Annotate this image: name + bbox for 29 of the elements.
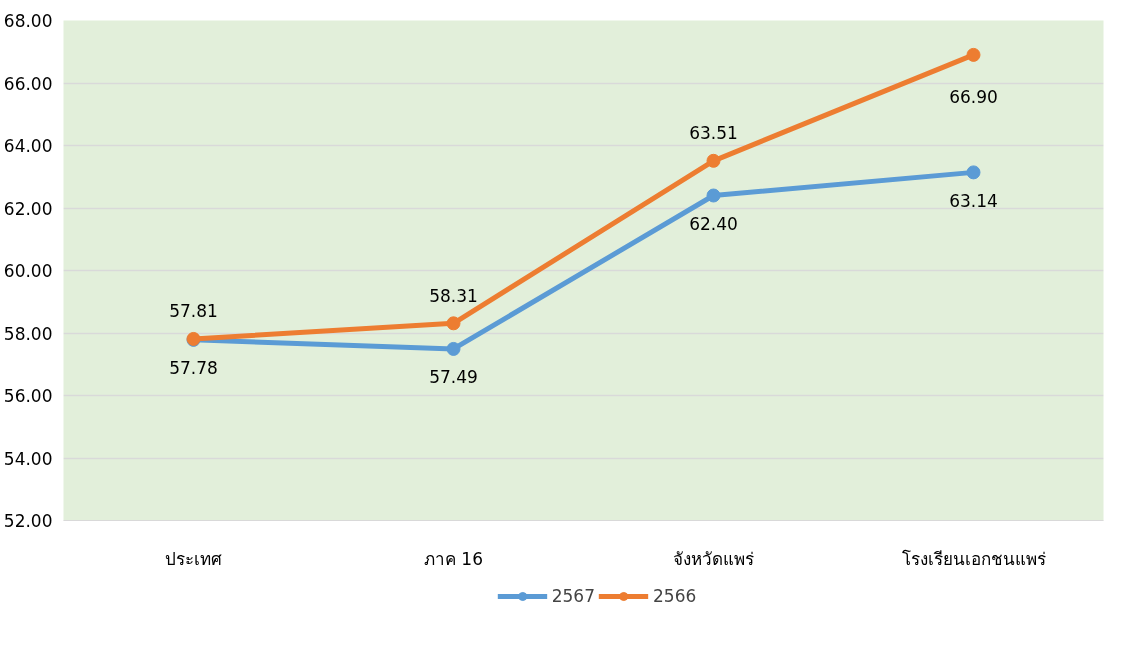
legend-label: 2566 bbox=[653, 586, 697, 606]
y-tick-label: 64.00 bbox=[3, 136, 53, 156]
point bbox=[966, 165, 981, 180]
data-label: 66.90 bbox=[949, 87, 998, 108]
x-tick-label: ภาค 16 bbox=[423, 548, 484, 569]
y-tick-label: 66.00 bbox=[3, 73, 53, 94]
data-label: 57.81 bbox=[169, 301, 218, 322]
data-label: 63.51 bbox=[689, 123, 738, 144]
y-tick-label: 56.00 bbox=[3, 386, 53, 406]
point bbox=[446, 316, 461, 331]
legend-label: 2567 bbox=[551, 586, 595, 606]
point bbox=[706, 188, 721, 203]
x-tick-label: จังหวัดแพร่ bbox=[673, 548, 754, 569]
point bbox=[966, 47, 981, 62]
x-tick-label: โรงเรียนเอกชนแพร่ bbox=[901, 548, 1046, 569]
data-label: 57.78 bbox=[169, 358, 218, 379]
data-label: 58.31 bbox=[429, 285, 478, 306]
x-tick-label: ประเทศ bbox=[165, 548, 222, 569]
y-tick-label: 52.00 bbox=[3, 511, 53, 531]
y-tick-label: 54.00 bbox=[3, 448, 53, 469]
data-label: 63.14 bbox=[949, 190, 998, 211]
y-tick-label: 60.00 bbox=[3, 261, 53, 281]
y-tick-label: 58.00 bbox=[3, 323, 53, 344]
data-label: 62.40 bbox=[689, 214, 738, 234]
data-label: 57.49 bbox=[429, 367, 478, 388]
point bbox=[446, 341, 461, 356]
y-tick-label: 68.00 bbox=[3, 11, 53, 31]
point bbox=[706, 153, 721, 168]
y-tick-label: 62.00 bbox=[3, 198, 53, 219]
